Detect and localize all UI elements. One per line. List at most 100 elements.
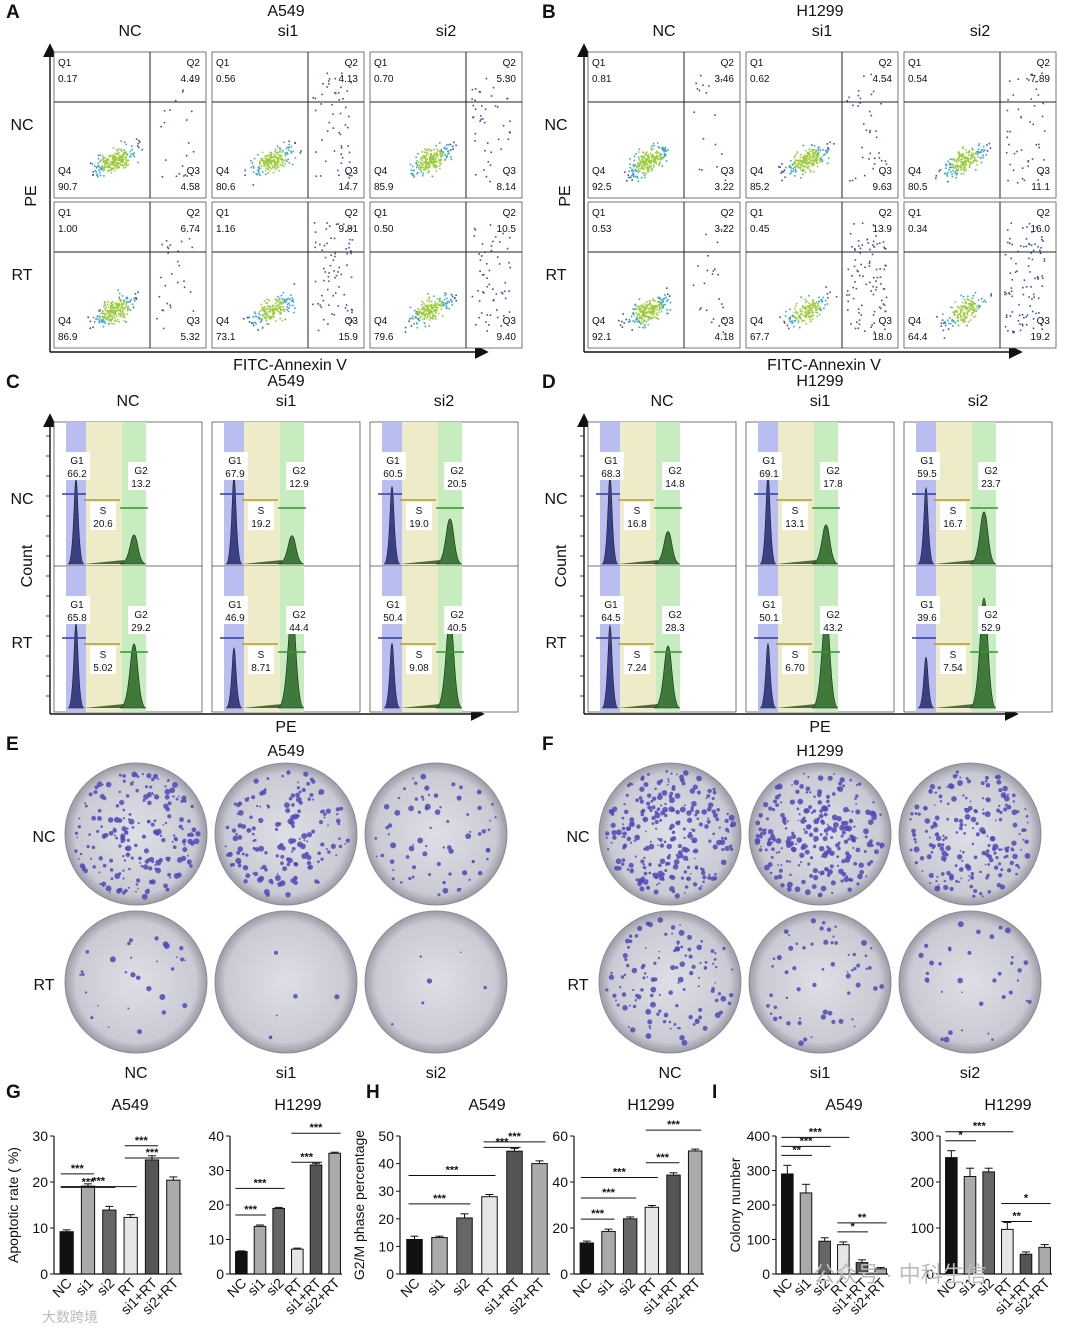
event-dot: [427, 311, 430, 314]
event-dot: [271, 305, 274, 308]
event-dot: [451, 300, 453, 303]
event-dot: [941, 319, 944, 321]
event-dot: [972, 312, 975, 314]
event-dot: [127, 301, 129, 303]
event-dot: [1008, 291, 1010, 294]
colony-dot: [165, 887, 170, 892]
event-dot: [648, 317, 650, 320]
quadrant-name: Q1: [58, 58, 72, 69]
event-dot: [801, 310, 803, 312]
colony-dot: [812, 809, 817, 813]
colony-dot: [863, 828, 869, 835]
event-dot: [660, 303, 663, 306]
event-dot: [961, 153, 964, 155]
event-dot: [818, 153, 820, 155]
colony-dot: [128, 867, 131, 871]
colony-dot: [804, 889, 811, 896]
event-dot: [864, 266, 866, 269]
event-dot: [104, 320, 106, 323]
colony-dot: [122, 854, 125, 858]
event-dot: [939, 168, 942, 171]
s-label-bg: [782, 502, 808, 530]
event-dot: [878, 242, 881, 244]
event-dot: [956, 164, 958, 166]
event-dot: [420, 315, 422, 318]
colony-dot: [141, 772, 144, 776]
colony-dot: [345, 838, 350, 843]
colony-dot: [934, 804, 936, 806]
event-dot: [422, 172, 425, 175]
event-dot: [271, 309, 274, 311]
event-dot: [122, 312, 125, 315]
event-dot: [350, 81, 352, 84]
event-dot: [805, 157, 808, 159]
event-dot: [648, 170, 650, 172]
s-value: 7.24: [627, 663, 647, 674]
colony-dot: [818, 813, 824, 819]
event-dot: [440, 148, 443, 151]
event-dot: [169, 109, 171, 111]
event-dot: [435, 307, 438, 309]
colony-dot: [644, 830, 647, 833]
colony-dot: [712, 962, 715, 965]
panel-letter-D: D: [542, 372, 556, 393]
event-dot: [421, 166, 424, 168]
event-dot: [1035, 143, 1038, 146]
event-dot: [280, 308, 283, 311]
colony-dot: [810, 1036, 813, 1039]
event-dot: [428, 309, 431, 312]
colony-dot: [277, 844, 283, 850]
event-dot: [135, 138, 138, 140]
event-dot: [960, 155, 963, 157]
colony-dot: [122, 779, 126, 783]
colony-dot: [658, 882, 661, 885]
event-dot: [116, 309, 118, 312]
event-dot: [962, 295, 965, 298]
event-dot: [652, 306, 654, 309]
event-dot: [279, 311, 282, 314]
event-dot: [277, 158, 279, 160]
event-dot: [258, 317, 261, 320]
event-dot: [130, 153, 133, 155]
event-dot: [432, 314, 435, 317]
event-dot: [435, 160, 438, 163]
event-dot: [1009, 242, 1011, 245]
colony-dot: [135, 788, 140, 793]
event-dot: [851, 275, 853, 277]
event-dot: [639, 305, 642, 307]
event-dot: [805, 315, 808, 317]
event-dot: [642, 161, 645, 164]
event-dot: [279, 147, 282, 150]
event-dot: [870, 290, 872, 292]
colony-dot: [123, 859, 127, 862]
colony-dot: [610, 822, 616, 828]
event-dot: [977, 150, 979, 153]
event-dot: [125, 161, 128, 164]
colony-dot: [937, 786, 941, 790]
event-dot: [703, 282, 706, 285]
colony-dot: [647, 1019, 653, 1025]
event-dot: [827, 148, 830, 150]
event-dot: [820, 299, 823, 302]
colony-dot: [187, 838, 193, 845]
event-dot: [347, 181, 350, 184]
quadrant-name: Q4: [374, 166, 388, 177]
event-dot: [660, 302, 663, 304]
quadrant-value: 80.5: [908, 182, 928, 193]
event-dot: [1009, 272, 1012, 275]
colony-dot: [605, 836, 608, 839]
event-dot: [489, 164, 492, 166]
event-dot: [1030, 286, 1032, 288]
event-dot: [1018, 314, 1021, 317]
event-dot: [427, 166, 430, 169]
event-dot: [286, 153, 289, 155]
event-dot: [169, 304, 171, 307]
event-dot: [970, 153, 973, 156]
event-dot: [858, 323, 861, 325]
colony-dot: [154, 864, 157, 867]
g2-label-bg: [820, 462, 846, 490]
event-dot: [416, 171, 419, 174]
event-dot: [118, 302, 121, 305]
event-dot: [130, 299, 132, 301]
